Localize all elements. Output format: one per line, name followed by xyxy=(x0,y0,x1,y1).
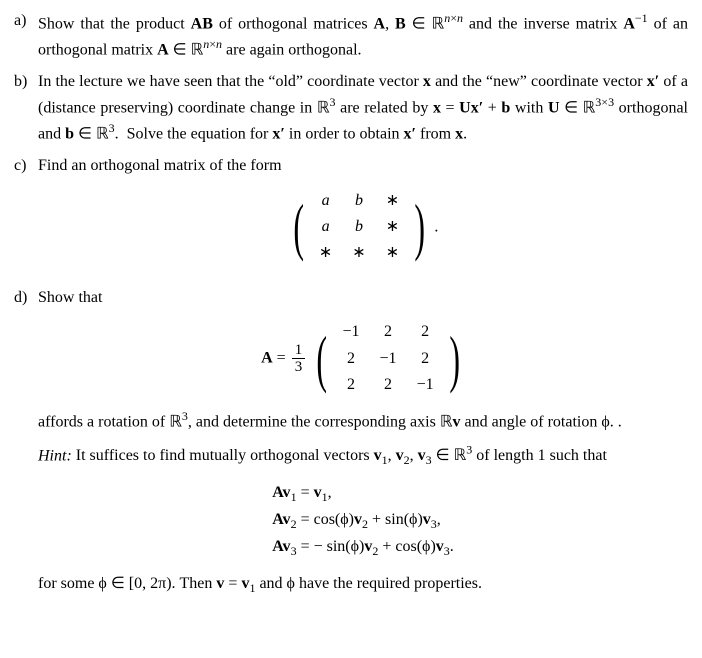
part-body: In the lecture we have seen that the “ol… xyxy=(38,71,688,145)
part-label: c) xyxy=(14,155,38,277)
matrix-display: ( ab∗ab∗∗∗∗ ) . xyxy=(38,188,688,267)
part-body: Find an orthogonal matrix of the form ( … xyxy=(38,155,688,277)
right-paren-icon: ) xyxy=(449,327,460,391)
hint-text: It suffices to find mutually orthogonal … xyxy=(72,447,607,464)
hint-label: Hint: xyxy=(38,447,72,464)
closing-text: for some ϕ ∈ [0, 2π). Then v = v1 and ϕ … xyxy=(38,573,688,597)
matrix-d: −1222−1222−1 xyxy=(333,319,444,398)
part-body: Show that A = 1 3 ( −1222−1222−1 ) affor… xyxy=(38,287,688,598)
part-label: a) xyxy=(14,10,38,61)
equation-display: A = 1 3 ( −1222−1222−1 ) xyxy=(38,319,688,398)
problem-part-c: c) Find an orthogonal matrix of the form… xyxy=(14,155,688,277)
equation-prefix: A = xyxy=(261,349,290,366)
part-text: Find an orthogonal matrix of the form xyxy=(38,157,282,174)
part-body: Show that the product AB of orthogonal m… xyxy=(38,10,688,61)
fraction-num: 1 xyxy=(292,342,306,360)
part-label: b) xyxy=(14,71,38,145)
fraction: 1 3 xyxy=(292,342,306,376)
right-paren-icon: ) xyxy=(414,195,425,259)
intro-text: Show that xyxy=(38,289,102,306)
equation-block: Av1 = v1,Av2 = cos(ϕ)v2 + sin(ϕ)v3,Av3 =… xyxy=(272,479,454,563)
para-affords: affords a rotation of ℝ3, and determine … xyxy=(38,408,688,434)
problem-part-b: b) In the lecture we have seen that the … xyxy=(14,71,688,145)
problem-part-d: d) Show that A = 1 3 ( −1222−1222−1 ) af… xyxy=(14,287,688,598)
fraction-den: 3 xyxy=(292,359,306,376)
equation-system: Av1 = v1,Av2 = cos(ϕ)v2 + sin(ϕ)v3,Av3 =… xyxy=(38,479,688,563)
problem-part-a: a) Show that the product AB of orthogona… xyxy=(14,10,688,61)
trailing-period: . xyxy=(434,218,438,235)
left-paren-icon: ( xyxy=(293,195,304,259)
hint-paragraph: Hint: It suffices to find mutually ortho… xyxy=(38,442,688,469)
left-paren-icon: ( xyxy=(317,327,328,391)
matrix-c: ab∗ab∗∗∗∗ xyxy=(309,188,409,267)
part-label: d) xyxy=(14,287,38,598)
